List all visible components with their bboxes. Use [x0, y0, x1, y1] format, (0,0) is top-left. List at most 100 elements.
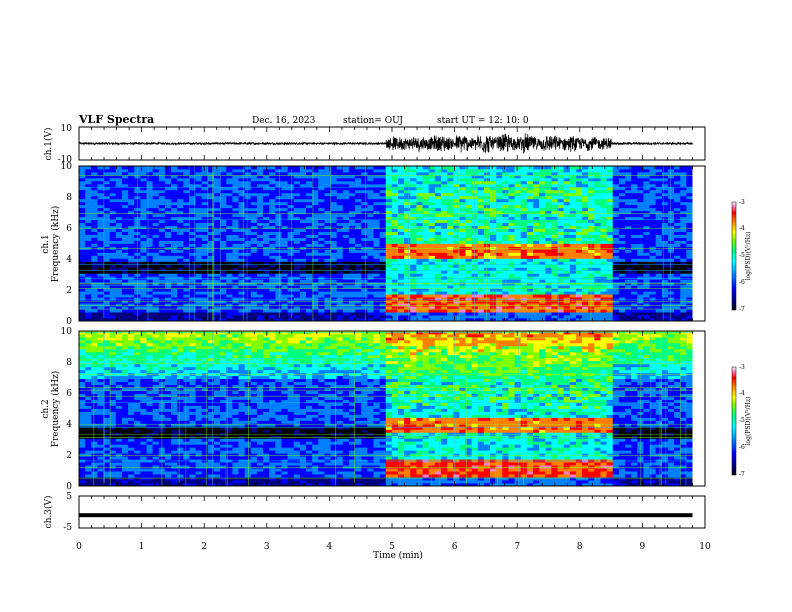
spectrogram-cell	[109, 183, 117, 188]
spectrogram-cell	[146, 267, 154, 271]
spectrogram-cell	[428, 180, 436, 185]
spectrogram-cell	[508, 285, 515, 289]
spectrogram-cell	[539, 171, 546, 176]
spectrogram-cell	[263, 237, 270, 241]
spectrogram-cell	[177, 285, 184, 289]
spectrogram-cell	[330, 231, 338, 235]
spectrogram-cell	[97, 315, 104, 319]
spectrogram-cell	[649, 189, 657, 194]
spectrogram-cell	[177, 288, 184, 292]
spectrogram-cell	[465, 168, 473, 173]
spectrogram-cell	[269, 231, 276, 235]
spectrogram-cell	[471, 237, 479, 241]
spectrogram-cell	[207, 222, 215, 227]
spectrogram-cell	[404, 264, 411, 268]
spectrogram-cell	[324, 297, 331, 301]
spectrogram-cell	[348, 168, 356, 173]
spectrogram-cell	[177, 168, 184, 173]
spectrogram-cell	[459, 270, 466, 274]
spectrogram-cell	[471, 255, 479, 259]
spectrogram-cell	[625, 171, 632, 176]
spectrogram-cell	[440, 210, 448, 215]
spectrogram-cell	[269, 291, 276, 295]
spectrogram-cell	[128, 270, 135, 274]
spectrogram-cell	[293, 279, 301, 283]
spectrogram-cell	[367, 312, 374, 316]
spectrogram-cell	[244, 240, 252, 244]
spectrogram-cell	[348, 234, 356, 238]
spectrogram-cell	[539, 243, 546, 247]
spectrogram-cell	[97, 288, 104, 292]
spectrogram-cell	[213, 195, 221, 200]
spectrogram-cell	[477, 222, 485, 227]
spectrogram-cell	[177, 219, 184, 224]
spectrogram-cell	[434, 210, 442, 215]
spectrogram-cell	[152, 210, 160, 215]
spectrogram-cell	[164, 288, 172, 292]
spectrogram-cell	[496, 174, 503, 179]
spectrogram-cell	[440, 273, 448, 277]
spectrogram-cell	[103, 315, 111, 319]
spectrogram-cell	[318, 306, 325, 310]
spectrogram-cell	[631, 219, 638, 224]
spectrogram-cell	[263, 288, 270, 292]
spectrogram-cell	[520, 195, 528, 200]
spectrogram-cell	[140, 240, 147, 244]
spectrogram-cell	[195, 231, 203, 235]
spectrogram-cell	[434, 168, 442, 173]
spectrogram-cell	[404, 261, 411, 265]
spectrogram-cell	[563, 309, 571, 313]
spectrogram-cell	[195, 243, 203, 247]
spectrogram-cell	[275, 225, 282, 229]
spectrogram-cell	[471, 234, 479, 238]
spectrogram-cell	[275, 216, 282, 221]
spectrogram-cell	[385, 166, 393, 170]
spectrogram-cell	[422, 207, 430, 212]
spectrogram-cell	[238, 255, 246, 259]
spectrogram-cell	[244, 216, 252, 221]
spectrogram-cell	[539, 279, 546, 283]
spectrogram-cell	[121, 207, 129, 212]
spectrogram-cell	[348, 228, 356, 232]
spectrogram-cell	[177, 270, 184, 274]
spectrogram-cell	[91, 285, 98, 289]
spectrogram-cell	[97, 174, 104, 179]
spectrogram-cell	[459, 243, 466, 247]
spectrogram-cell	[269, 186, 276, 191]
spectrogram-cell	[213, 231, 221, 235]
spectrogram-cell	[213, 312, 221, 316]
spectrogram-cell	[263, 249, 270, 253]
spectrogram-cell	[551, 285, 558, 289]
spectrogram-cell	[103, 249, 111, 253]
spectrogram-cell	[447, 258, 454, 262]
spectrogram-cell	[324, 285, 331, 289]
spectrogram-cell	[569, 183, 577, 188]
spectrogram-cell	[440, 177, 448, 182]
spectrogram-cell	[453, 249, 460, 253]
spectrogram-cell	[355, 249, 362, 253]
spectrogram-cell	[410, 255, 417, 259]
spectrogram-cell	[355, 204, 362, 209]
spectrogram-cell	[569, 189, 577, 194]
spectrogram-cell	[146, 219, 154, 224]
spectrogram-cell	[526, 249, 534, 253]
spectrogram-cell	[563, 231, 571, 235]
spectrogram-cell	[582, 228, 589, 232]
spectrogram-cell	[545, 312, 552, 316]
spectrogram-cell	[477, 195, 485, 200]
spectrogram-cell	[373, 234, 380, 238]
spectrogram-cell	[545, 166, 552, 170]
spectrogram-cell	[171, 297, 178, 301]
spectrogram-cell	[330, 318, 338, 322]
spectrogram-cell	[551, 201, 558, 206]
spectrogram-cell	[563, 255, 571, 259]
spectrogram-cell	[318, 174, 325, 179]
spectrogram-cell	[416, 222, 423, 227]
spectrogram-cell	[361, 216, 368, 221]
spectrogram-cell	[649, 225, 657, 229]
spectrogram-cell	[453, 201, 460, 206]
spectrogram-cell	[85, 318, 92, 322]
spectrogram-cell	[631, 237, 638, 241]
spectrogram-cell	[600, 240, 607, 244]
spectrogram-cell	[643, 285, 650, 289]
